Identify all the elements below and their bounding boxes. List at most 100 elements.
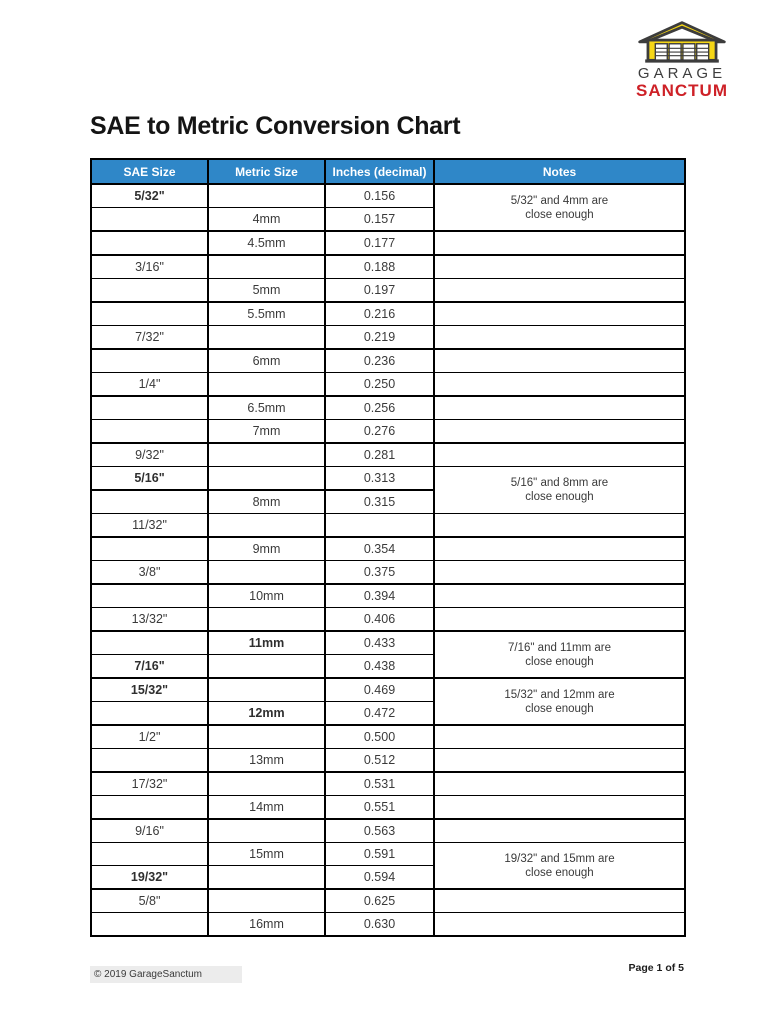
table-row: 8mm 0.315: [90, 489, 685, 514]
cell-inches-decimal: 0.438: [324, 654, 435, 679]
table-row: 6mm 0.236: [90, 348, 686, 373]
table-row: 15/32" 0.469 15/32" and 12mm are close enou…: [90, 677, 686, 726]
cell-inches-decimal: 0.472: [324, 701, 435, 726]
cell-sae-size: [90, 278, 209, 303]
cell-sae-size: [90, 395, 209, 420]
cell-metric-size: 6mm: [207, 348, 326, 373]
table-row: 3/8" 0.375: [90, 560, 686, 585]
cell-metric-size: 5mm: [207, 278, 326, 303]
copyright-text: © 2019 GarageSanctum: [90, 966, 242, 983]
cell-note-empty: [433, 254, 686, 279]
cell-inches-decimal: 0.216: [324, 301, 435, 326]
cell-sae-size: 11/32": [90, 513, 209, 538]
table-row: 7/32" 0.219: [90, 325, 686, 350]
cell-metric-size: [207, 818, 326, 843]
cell-inches-decimal: 0.394: [324, 583, 435, 608]
cell-inches-decimal: 0.281: [324, 442, 435, 467]
page-footer: © 2019 GarageSanctum Page 1 of 5: [90, 962, 684, 983]
table-row: 5/8" 0.625: [90, 888, 686, 913]
cell-sae-size: 7/32": [90, 325, 209, 350]
cell-inches-decimal: 0.197: [324, 278, 435, 303]
cell-inches-decimal: 0.236: [324, 348, 435, 373]
cell-inches-decimal: 0.563: [324, 818, 435, 843]
cell-note-empty: [433, 442, 686, 467]
column-header-metric-size: Metric Size: [207, 158, 326, 185]
cell-note-empty: [433, 607, 686, 632]
cell-metric-size: 4.5mm: [207, 230, 326, 256]
cell-inches-decimal: [324, 513, 435, 538]
table-row: 5.5mm 0.216: [90, 301, 686, 326]
cell-metric-size: 11mm: [207, 630, 326, 655]
table-row: 12mm 0.472: [90, 701, 685, 726]
table-row: 1/2" 0.500: [90, 724, 686, 749]
cell-inches-decimal: 0.315: [324, 489, 435, 514]
table-row: 7/16" 0.438: [90, 654, 685, 679]
logo-sanctum-text: SANCTUM: [636, 81, 728, 100]
cell-note-empty: [433, 536, 686, 561]
cell-inches-decimal: 0.406: [324, 607, 435, 632]
cell-metric-size: 15mm: [207, 842, 326, 866]
cell-inches-decimal: 0.276: [324, 419, 435, 444]
cell-sae-size: 17/32": [90, 771, 209, 796]
cell-sae-size: 13/32": [90, 607, 209, 632]
cell-sae-size: 3/16": [90, 254, 209, 279]
column-header-notes: Notes: [433, 158, 686, 185]
cell-inches-decimal: 0.177: [324, 230, 435, 256]
cell-sae-size: [90, 795, 209, 820]
table-row: 5mm 0.197: [90, 278, 686, 303]
cell-metric-size: [207, 254, 326, 279]
cell-note-empty: [433, 771, 686, 796]
table-row: 4mm 0.157: [90, 207, 685, 232]
cell-sae-size: 9/32": [90, 442, 209, 467]
cell-metric-size: 16mm: [207, 912, 326, 937]
garage-icon: [626, 18, 738, 64]
cell-sae-size: 15/32": [90, 677, 209, 702]
cell-metric-size: 13mm: [207, 748, 326, 773]
table-header-row: SAE Size Metric Size Inches (decimal) No…: [90, 158, 686, 185]
cell-note-empty: [433, 724, 686, 749]
cell-inches-decimal: 0.531: [324, 771, 435, 796]
cell-sae-size: 1/2": [90, 724, 209, 749]
cell-inches-decimal: 0.375: [324, 560, 435, 585]
cell-sae-size: [90, 301, 209, 326]
cell-metric-size: [207, 888, 326, 913]
cell-metric-size: 12mm: [207, 701, 326, 726]
cell-sae-size: 5/32": [90, 183, 209, 208]
cell-metric-size: 4mm: [207, 207, 326, 232]
cell-metric-size: 5.5mm: [207, 301, 326, 326]
table-row: 11mm 0.433 7/16" and 11mm are close enough: [90, 630, 686, 679]
column-header-sae-size: SAE Size: [90, 158, 209, 185]
table-row: 14mm 0.551: [90, 795, 686, 820]
cell-note-empty: [433, 795, 686, 820]
cell-inches-decimal: 0.157: [324, 207, 435, 232]
cell-inches-decimal: 0.625: [324, 888, 435, 913]
cell-sae-size: [90, 348, 209, 373]
cell-inches-decimal: 0.313: [324, 466, 435, 491]
cell-sae-size: [90, 748, 209, 773]
cell-note: 5/16" and 8mm are close enough: [433, 466, 686, 514]
cell-sae-size: 9/16": [90, 818, 209, 843]
cell-sae-size: [90, 489, 209, 514]
table-row: 13mm 0.512: [90, 748, 686, 773]
cell-note-empty: [433, 912, 686, 937]
cell-sae-size: [90, 230, 209, 256]
cell-sae-size: [90, 207, 209, 232]
table-row: 13/32" 0.406: [90, 607, 686, 632]
table-row: 4.5mm 0.177: [90, 230, 686, 256]
cell-sae-size: 3/8": [90, 560, 209, 585]
cell-inches-decimal: 0.250: [324, 372, 435, 397]
cell-note-empty: [433, 230, 686, 256]
cell-note-empty: [433, 348, 686, 373]
cell-sae-size: 5/8": [90, 888, 209, 913]
cell-sae-size: [90, 701, 209, 726]
cell-metric-size: 10mm: [207, 583, 326, 608]
table-row: 1/4" 0.250: [90, 372, 686, 397]
cell-note-empty: [433, 395, 686, 420]
cell-inches-decimal: 0.156: [324, 183, 435, 208]
cell-metric-size: [207, 654, 326, 679]
conversion-table-body: 5/32" 0.156 5/32" and 4mm are close enough 4…: [90, 183, 686, 937]
table-row: 11/32": [90, 513, 686, 538]
cell-sae-size: [90, 912, 209, 937]
cell-note-empty: [433, 301, 686, 326]
cell-metric-size: 9mm: [207, 536, 326, 561]
